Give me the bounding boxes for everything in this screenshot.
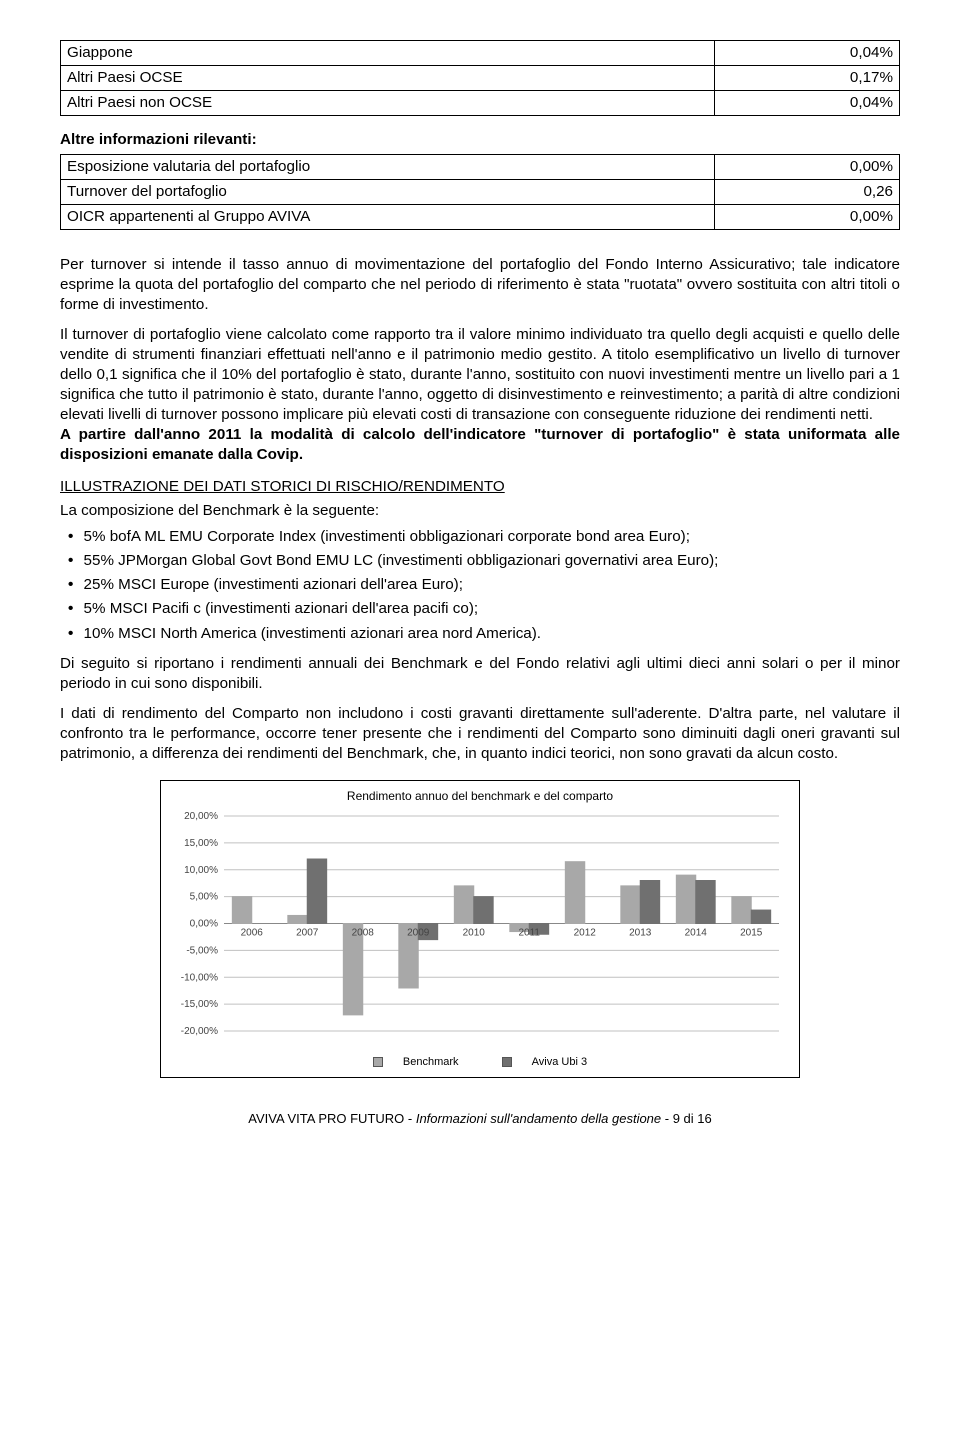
- svg-text:2007: 2007: [296, 927, 319, 938]
- table-row-value: 0,00%: [715, 205, 900, 230]
- svg-text:2014: 2014: [685, 927, 708, 938]
- covip-note: A partire dall'anno 2011 la modalità di …: [60, 425, 900, 465]
- illustration-heading: ILLUSTRAZIONE DEI DATI STORICI DI RISCHI…: [60, 477, 900, 497]
- returns-note-paragraph: I dati di rendimento del Comparto non in…: [60, 704, 900, 764]
- svg-text:2011: 2011: [518, 927, 540, 938]
- svg-text:2015: 2015: [740, 927, 763, 938]
- table-row-label: OICR appartenenti al Gruppo AVIVA: [61, 205, 715, 230]
- svg-text:-20,00%: -20,00%: [181, 1026, 218, 1037]
- svg-text:-15,00%: -15,00%: [181, 999, 218, 1010]
- svg-text:2013: 2013: [629, 927, 652, 938]
- svg-text:2009: 2009: [407, 927, 430, 938]
- chart-title: Rendimento annuo del benchmark e del com…: [169, 789, 791, 805]
- svg-text:5,00%: 5,00%: [190, 891, 218, 902]
- table-row-value: 0,00%: [715, 155, 900, 180]
- altre-info-title: Altre informazioni rilevanti:: [60, 130, 900, 150]
- list-item: 5% MSCI Pacifi c (investimenti azionari …: [68, 599, 900, 619]
- footer-page: - 9 di 16: [661, 1111, 712, 1126]
- footer-brand: AVIVA VITA PRO FUTURO: [248, 1111, 404, 1126]
- list-item: 25% MSCI Europe (investimenti azionari d…: [68, 575, 900, 595]
- info-table: Esposizione valutaria del portafoglio0,0…: [60, 154, 900, 230]
- table-row-value: 0,04%: [715, 91, 900, 116]
- list-item: 5% bofA ML EMU Corporate Index (investim…: [68, 527, 900, 547]
- footer-section: Informazioni sull'andamento della gestio…: [416, 1111, 661, 1126]
- list-item: 55% JPMorgan Global Govt Bond EMU LC (in…: [68, 551, 900, 571]
- legend-comparto: Aviva Ubi 3: [532, 1056, 587, 1068]
- returns-intro-paragraph: Di seguito si riportano i rendimenti ann…: [60, 654, 900, 694]
- list-item: 10% MSCI North America (investimenti azi…: [68, 624, 900, 644]
- svg-text:2008: 2008: [352, 927, 375, 938]
- svg-text:2010: 2010: [463, 927, 486, 938]
- page-footer: AVIVA VITA PRO FUTURO - Informazioni sul…: [60, 1110, 900, 1127]
- svg-text:-5,00%: -5,00%: [186, 945, 218, 956]
- svg-text:10,00%: 10,00%: [184, 864, 218, 875]
- benchmark-list: 5% bofA ML EMU Corporate Index (investim…: [60, 527, 900, 643]
- table-row-label: Turnover del portafoglio: [61, 180, 715, 205]
- table-row-label: Esposizione valutaria del portafoglio: [61, 155, 715, 180]
- svg-text:0,00%: 0,00%: [190, 918, 218, 929]
- svg-text:-10,00%: -10,00%: [181, 972, 218, 983]
- table-row-label: Altri Paesi non OCSE: [61, 91, 715, 116]
- svg-text:2012: 2012: [574, 927, 597, 938]
- svg-text:15,00%: 15,00%: [184, 838, 218, 849]
- table-row-label: Altri Paesi OCSE: [61, 66, 715, 91]
- table-row-label: Giappone: [61, 41, 715, 66]
- svg-text:2006: 2006: [241, 927, 264, 938]
- chart-svg: -20,00% -15,00% -10,00% -5,00% 0,00% 5,00% 10,…: [169, 811, 789, 1051]
- turnover-def-paragraph: Per turnover si intende il tasso annuo d…: [60, 255, 900, 315]
- country-table: Giappone0,04%Altri Paesi OCSE0,17%Altri …: [60, 40, 900, 116]
- chart-legend: Benchmark Aviva Ubi 3: [169, 1055, 791, 1070]
- table-row-value: 0,04%: [715, 41, 900, 66]
- returns-chart: Rendimento annuo del benchmark e del com…: [160, 780, 800, 1078]
- table-row-value: 0,26: [715, 180, 900, 205]
- legend-benchmark: Benchmark: [403, 1056, 459, 1068]
- turnover-calc-paragraph: Il turnover di portafoglio viene calcola…: [60, 325, 900, 425]
- benchmark-composition-label: La composizione del Benchmark è la segue…: [60, 501, 900, 521]
- svg-text:20,00%: 20,00%: [184, 811, 218, 822]
- table-row-value: 0,17%: [715, 66, 900, 91]
